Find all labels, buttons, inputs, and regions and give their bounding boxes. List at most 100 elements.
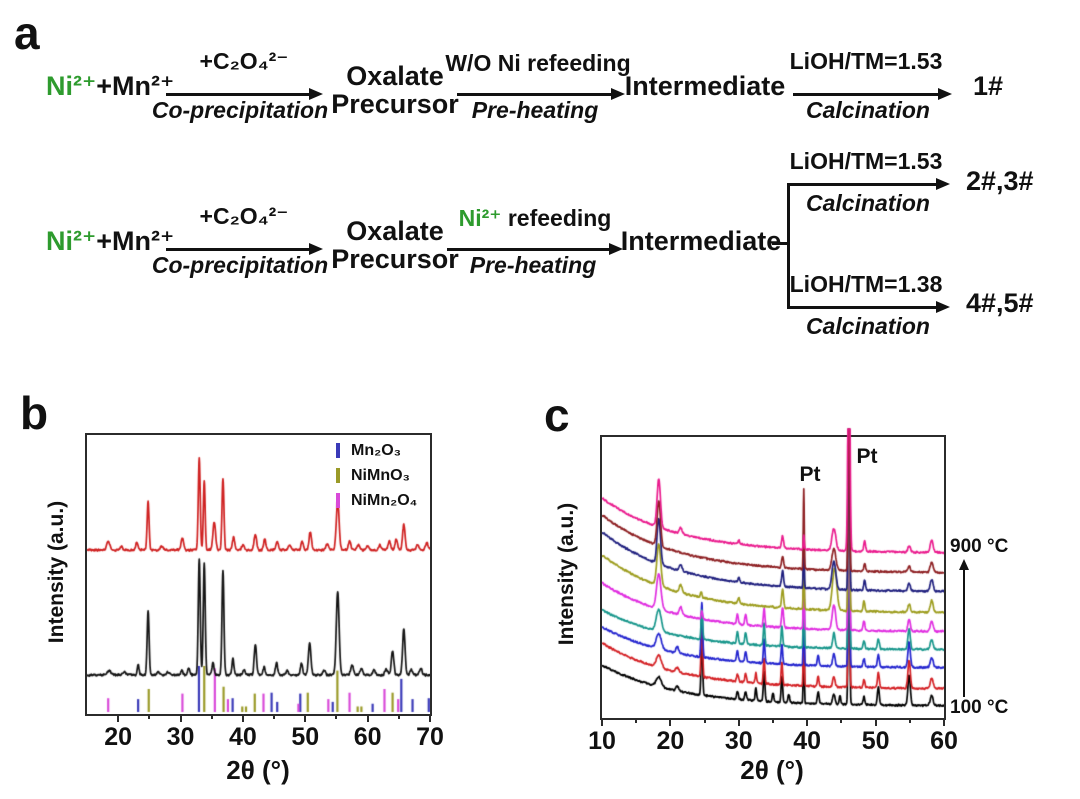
row2-step2-reagent-rest: refeeding <box>501 205 612 231</box>
row2-product1-line2: Precursor <box>331 244 459 274</box>
panel-b-minor-tick-45 <box>273 715 276 719</box>
panel-c-temp-top-label: 900 °C <box>950 536 1009 557</box>
row2-arrow2-line <box>447 248 609 251</box>
panel-b-major-tick-20 <box>117 715 120 722</box>
row2-reactants: Ni²⁺+Mn²⁺ <box>46 226 174 257</box>
panel-c-major-tick-60 <box>943 719 945 726</box>
row1-result: 1# <box>973 71 1004 101</box>
panel-c-tick-label-50: 50 <box>861 727 890 755</box>
row2-step1-reagent: +C₂O₄²⁻ <box>199 203 289 229</box>
row2-branch-bottom-process: Calcination <box>806 313 930 339</box>
row2-arrow1-line <box>166 248 309 251</box>
row2-reactants-rest: +Mn²⁺ <box>96 226 175 256</box>
row1-product1-line1: Oxalate <box>346 61 444 91</box>
row2-arrow1-head <box>309 243 323 255</box>
row1-reactants-rest: +Mn²⁺ <box>96 71 175 101</box>
row1-step3-process: Calcination <box>806 97 930 123</box>
panel-c-temp-arrow-line <box>963 568 965 697</box>
panel-c-minor-tick-25 <box>703 719 706 723</box>
row1-arrow2-line <box>457 93 611 96</box>
row2-branch-top-result: 2#,3# <box>966 166 1034 196</box>
row1-reactants-ni: Ni²⁺ <box>46 71 97 101</box>
legend-item-label: NiMnO₃ <box>351 466 410 484</box>
row1-step2-reagent: W/O Ni refeeding <box>445 50 631 76</box>
panel-b-x-axis-label: 2θ (°) <box>226 755 290 785</box>
row2-step2-reagent: Ni²⁺ refeeding <box>459 205 612 232</box>
panel-b-major-tick-40 <box>241 715 244 722</box>
panel-b-tick-label-30: 30 <box>166 723 195 751</box>
panel-a-letter: a <box>14 7 40 59</box>
panel-c-major-tick-20 <box>669 719 672 726</box>
legend-item: Mn₂O₃ <box>336 438 417 463</box>
row1-arrow3-head <box>938 88 952 100</box>
row2-branch-top-process: Calcination <box>806 190 930 216</box>
row2-product1-line1: Oxalate <box>346 216 444 246</box>
panel-c-curves <box>602 427 944 718</box>
row2-product1: Oxalate Precursor <box>331 217 459 273</box>
panel-b-legend: Mn₂O₃ NiMnO₃ NiMn₂O₄ <box>336 438 417 513</box>
panel-c-minor-tick-15 <box>635 719 638 723</box>
panel-c-tick-label-10: 10 <box>588 727 616 755</box>
panel-c-minor-tick-35 <box>772 719 774 723</box>
panel-c-tick-label-30: 30 <box>724 727 753 755</box>
row1-product1: Oxalate Precursor <box>331 62 459 118</box>
panel-b-tick-label-40: 40 <box>229 723 257 751</box>
legend-item: NiMn₂O₄ <box>336 488 417 513</box>
panel-b-minor-tick-55 <box>335 715 338 719</box>
row2-branch-vertical-line <box>787 183 790 309</box>
panel-b-major-tick-60 <box>366 715 369 722</box>
panel-c-y-axis-label: Intensity (a.u.) <box>555 502 578 646</box>
row1-product1-line2: Precursor <box>331 89 459 119</box>
row2-branch-bottom-reagent: LiOH/TM=1.38 <box>789 271 943 297</box>
panel-c-minor-tick-55 <box>908 719 911 723</box>
row1-step1-process: Co-precipitation <box>151 97 329 123</box>
panel-c-temp-arrow-head <box>959 559 969 570</box>
row2-branch-bottom-result: 4#,5# <box>966 288 1034 318</box>
panel-c-x-axis-label: 2θ (°) <box>740 755 804 785</box>
panel-b-minor-tick-35 <box>210 715 213 719</box>
panel-b-minor-tick-25 <box>148 715 151 719</box>
panel-c-tick-label-20: 20 <box>656 727 685 755</box>
panel-b-curves <box>87 435 430 714</box>
legend-tick-swatch <box>336 468 340 483</box>
row1-step1-reagent: +C₂O₄²⁻ <box>199 48 289 74</box>
panel-c-major-tick-40 <box>806 719 809 726</box>
panel-b-minor-tick-65 <box>397 715 400 719</box>
panel-b-major-tick-50 <box>304 715 307 722</box>
row1-step3-reagent: LiOH/TM=1.53 <box>789 48 943 74</box>
panel-c-temp-bottom-label: 100 °C <box>950 697 1009 718</box>
panel-b-tick-label-20: 20 <box>104 723 133 751</box>
row2-arrow2-head <box>609 243 623 255</box>
row2-branch-top-arrow-line <box>789 183 936 186</box>
row2-branch-top-reagent: LiOH/TM=1.53 <box>789 148 943 174</box>
row2-reactants-ni: Ni²⁺ <box>46 226 97 256</box>
row1-product2: Intermediate <box>624 71 786 101</box>
legend-item-label: Mn₂O₃ <box>351 441 402 459</box>
panel-b-tick-label-50: 50 <box>291 723 320 751</box>
row2-branch-connector <box>772 242 789 245</box>
row2-branch-top-arrow-head <box>936 178 950 190</box>
panel-c-minor-tick-45 <box>840 719 843 723</box>
panel-c-tick-label-60: 60 <box>930 727 958 755</box>
panel-c-major-tick-50 <box>874 719 877 726</box>
legend-tick-swatch <box>336 443 340 458</box>
panel-b-y-axis-label: Intensity (a.u.) <box>45 500 68 644</box>
row2-product2: Intermediate <box>620 226 782 256</box>
panel-c-major-tick-10 <box>601 719 603 726</box>
row1-step2-process: Pre-heating <box>471 97 599 123</box>
row1-arrow1-head <box>309 88 323 100</box>
row1-reactants: Ni²⁺+Mn²⁺ <box>46 71 174 102</box>
panel-b-major-tick-70 <box>429 715 431 722</box>
row2-step2-process: Pre-heating <box>469 252 597 278</box>
panel-b-letter: b <box>20 387 49 439</box>
panel-b-tick-label-60: 60 <box>353 723 382 751</box>
legend-tick-swatch <box>336 493 340 508</box>
row2-branch-bottom-arrow-line <box>789 306 936 309</box>
panel-c-tick-label-40: 40 <box>793 727 822 755</box>
row2-step2-reagent-ni: Ni²⁺ <box>458 205 502 231</box>
panel-c-pt-peak-label-1: Pt <box>799 463 821 486</box>
row1-arrow1-line <box>166 93 309 96</box>
panel-c-letter: c <box>544 389 570 441</box>
row2-step1-process: Co-precipitation <box>151 252 329 278</box>
